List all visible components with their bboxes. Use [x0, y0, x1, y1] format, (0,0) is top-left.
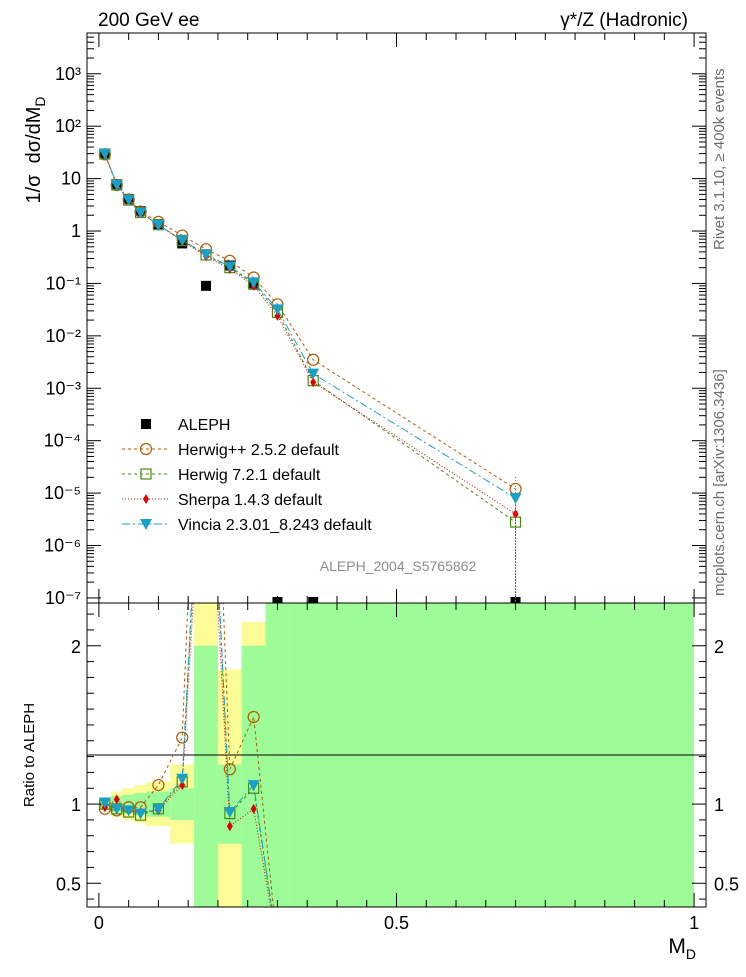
main-series-line	[104, 154, 516, 515]
main-y-tick-label: 10⁻³	[45, 378, 81, 398]
ratio-data-point	[179, 780, 186, 791]
main-data-point	[201, 280, 212, 291]
x-tick-label: 1	[689, 913, 699, 933]
ratio-band-green	[170, 788, 195, 820]
main-data-point	[271, 304, 284, 316]
legend-marker	[139, 442, 153, 456]
legend-marker	[140, 519, 152, 530]
main-data-point	[274, 310, 281, 321]
right-title: γ*/Z (Hadronic)	[560, 10, 688, 31]
ratio-series-layer	[98, 603, 274, 907]
ratio-data-point	[98, 797, 111, 809]
mcplots-label: mcplots.cern.ch [arXiv:1306.3436]	[711, 369, 728, 596]
main-series-line	[104, 154, 516, 490]
legend-label: Vincia 2.3.01_8.243 default	[178, 517, 372, 534]
ratio-y-tick-label-right: 1	[714, 795, 724, 815]
main-y-tick-label: 1	[71, 221, 81, 241]
ratio-ticks: 0.5 0.5 1 1 2 2 0 0.5 1	[56, 603, 739, 933]
ratio-series-line	[104, 603, 273, 907]
main-data-point	[510, 597, 521, 607]
main-data-point	[223, 261, 236, 273]
main-y-tick-label: 10⁻⁵	[44, 483, 81, 503]
left-title: 200 GeV ee	[98, 10, 199, 31]
main-y-ticks: 10⁻⁷ 10⁻⁶ 10⁻⁵ 10⁻⁴ 10⁻³ 10⁻² 10⁻¹ 1 10 10² 10³	[44, 32, 706, 608]
ratio-data-point	[247, 780, 260, 792]
ratio-data-point	[113, 794, 120, 805]
ratio-data-point	[134, 808, 147, 820]
ratio-data-point	[152, 778, 165, 792]
main-data-point	[272, 597, 283, 607]
main-data-point	[152, 220, 165, 232]
ratio-y-tick-label: 2	[71, 637, 81, 657]
main-data-point	[176, 235, 189, 247]
main-series-layer	[98, 148, 522, 607]
ratio-frame	[86, 602, 707, 908]
main-data-point	[310, 377, 317, 388]
main-data-point	[308, 597, 319, 607]
ratio-series-line	[104, 603, 273, 907]
rivet-label: Rivet 3.1.10, ≥ 400k events	[711, 68, 728, 250]
ratio-y-label: Ratio to ALEPH	[21, 703, 38, 807]
main-data-point	[247, 277, 260, 289]
analysis-watermark: ALEPH_2004_S5765862	[320, 558, 477, 574]
legend-marker	[143, 494, 149, 504]
main-data-point	[307, 353, 320, 366]
ratio-band-green	[194, 645, 218, 907]
ratio-band-green	[134, 793, 147, 816]
x-axis-title: MD	[668, 935, 696, 962]
legend-marker	[140, 468, 152, 480]
ratio-y-tick-label-right: 2	[714, 637, 724, 657]
ratio-data-point	[122, 805, 135, 817]
ratio-data-point	[226, 821, 233, 832]
ratio-y-tick-label-right: 0.5	[714, 874, 739, 894]
x-tick-label: 0	[94, 913, 104, 933]
main-y-tick-label: 10⁻¹	[45, 273, 81, 293]
main-data-point	[509, 493, 522, 505]
ratio-data-point	[176, 773, 189, 785]
legend-label: ALEPH	[178, 417, 230, 434]
main-data-point	[110, 179, 123, 191]
legend-label: Herwig++ 2.5.2 default	[178, 442, 340, 459]
main-data-point	[307, 368, 320, 380]
main-data-point	[122, 194, 135, 206]
ratio-data-point	[250, 803, 257, 814]
main-y-tick-label: 10⁻⁶	[44, 536, 81, 556]
ratio-data-point	[152, 803, 165, 815]
ratio-y-tick-label: 0.5	[56, 874, 81, 894]
ratio-band-green	[241, 645, 266, 907]
legend-marker	[141, 419, 151, 429]
main-data-point	[200, 249, 213, 261]
main-y-tick-label: 10⁻²	[45, 326, 81, 346]
ratio-data-point	[110, 803, 123, 815]
legend-label: Sherpa 1.4.3 default	[178, 492, 323, 509]
main-y-tick-label: 10⁻⁴	[44, 431, 81, 451]
main-data-point	[98, 148, 111, 160]
x-tick-label: 0.5	[384, 913, 409, 933]
ratio-data-point	[247, 710, 260, 724]
ratio-y-tick-label: 1	[71, 795, 81, 815]
main-y-tick-label: 10	[61, 169, 81, 189]
ratio-series-line	[104, 603, 274, 907]
ratio-data-point	[223, 807, 236, 818]
main-y-tick-label: 10²	[55, 116, 81, 136]
main-y-tick-label: 10³	[55, 64, 81, 84]
ratio-data-point	[176, 731, 189, 744]
legend: ALEPH Herwig++ 2.5.2 default Herwig 7.2.1 …	[122, 417, 372, 534]
main-data-point	[134, 207, 147, 219]
legend-label: Herwig 7.2.1 default	[178, 467, 321, 484]
main-y-label: 1/σ dσ/dMD	[23, 96, 48, 203]
main-y-tick-label: 10⁻⁷	[45, 588, 81, 608]
ratio-band-green	[122, 794, 135, 814]
ratio-data-point	[223, 763, 236, 776]
